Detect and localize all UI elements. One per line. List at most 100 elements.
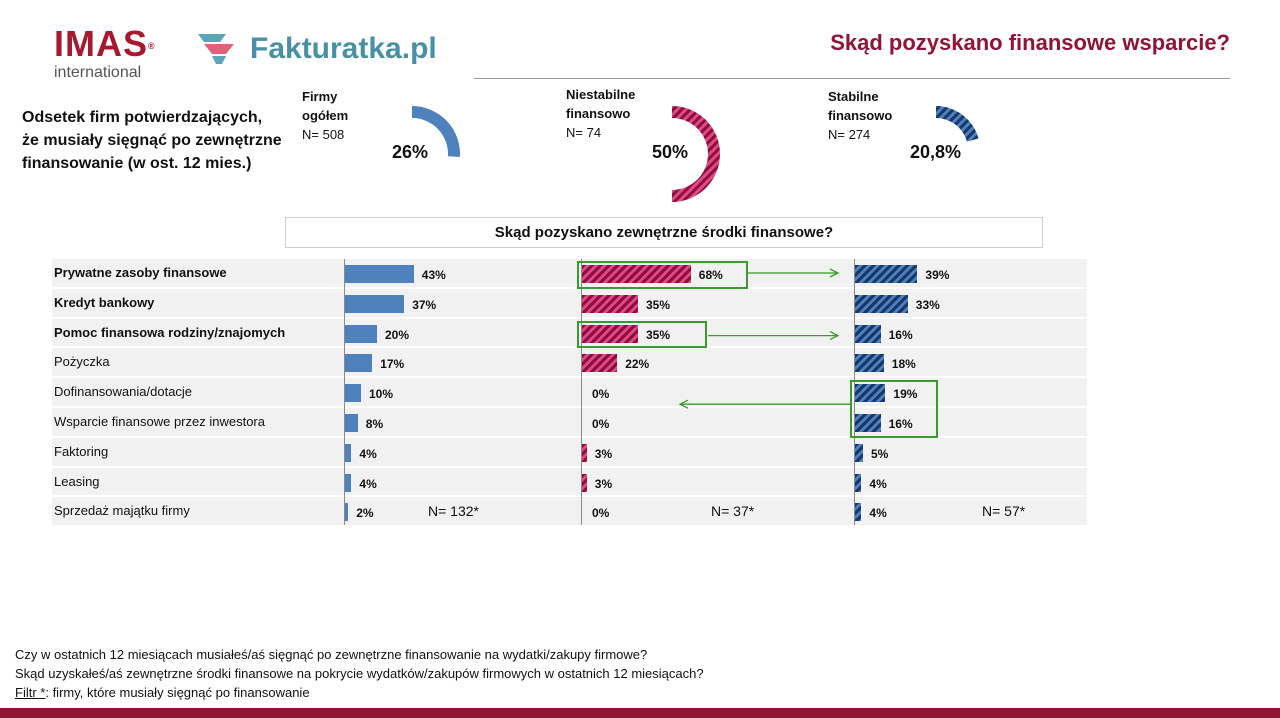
bar-value-label: 3% [594,476,613,491]
bar [345,414,358,432]
row-background [52,378,1087,406]
bar [855,503,862,522]
row-background [52,497,1087,526]
category-label: Leasing [54,473,100,489]
bar [855,294,908,313]
row-background [52,348,1087,377]
page-title: Skąd pozyskano finansowe wsparcie? [830,30,1230,55]
axis-line [581,259,582,526]
arrow [678,399,850,409]
intro-text: Odsetek firm potwierdzających, że musiał… [22,109,282,172]
bar-value-label: 35% [646,297,671,312]
category-label: Dofinansowania/dotacje [54,384,193,400]
donut-arcs [412,106,979,202]
row-background [52,467,1087,496]
bar [345,265,414,283]
bar-value-label: 2% [356,506,374,521]
bar-value-label: 0% [592,417,610,431]
bar-value-label: 43% [421,268,446,282]
bar [582,443,587,462]
bar [345,354,373,373]
bar [855,354,884,373]
group-pct-stable: 20,8% [910,142,962,162]
axis-line [854,259,855,526]
bar-value-label: 68% [698,268,723,282]
bar [345,324,377,343]
footer-question-1: Czy w ostatnich 12 miesiącach musiałeś/a… [15,647,648,662]
bar [582,265,691,283]
footer-filter: Filtr *: firmy, które musiały sięgnąć po… [15,685,310,700]
bar [582,354,618,373]
bar [345,503,349,522]
bar-value-label: 19% [893,387,918,402]
bar [855,324,881,343]
donut-arc-unstable [672,106,720,202]
sample-size-label: N= 132* [428,503,479,520]
bar-value-label: 16% [888,417,913,431]
highlight-box [577,320,707,349]
bar [855,414,881,432]
bar [345,384,361,403]
bar [582,473,587,492]
group-label-stable: Stabilne finansowo N= 274 [828,89,893,142]
bar-value-label: 17% [380,357,405,372]
donut-arc-total [412,106,460,158]
bar-value-label: 37% [412,297,437,312]
category-label: Faktoring [54,443,109,459]
bar-value-label: 4% [359,476,377,491]
bar [345,473,352,492]
bar [855,443,863,462]
imas-logo-subtitle: international [54,64,142,81]
row-background [52,318,1087,347]
row-background [52,437,1087,466]
bar-value-label: 22% [625,357,650,372]
bar-value-label: 35% [646,327,671,342]
category-label: Sprzedaż majątku firmy [54,503,190,519]
axis-line [344,259,345,526]
bar-value-label: 0% [592,387,610,402]
title-divider [474,78,1230,79]
bar-value-label: 20% [385,327,410,342]
category-label: Prywatne zasoby finansowe [54,265,227,280]
category-label: Kredyt bankowy [54,294,155,310]
bar-value-label: 39% [925,268,950,282]
footer-question-2: Skąd uzyskałeś/aś zewnętrzne środki fina… [15,666,704,681]
row-background [52,408,1087,436]
group-label-unstable: Niestabilne finansowo N= 74 [566,87,636,140]
donut-arc-stable [936,106,979,142]
bar [345,443,352,462]
bar-value-label: 4% [869,476,887,491]
category-label: Wsparcie finansowe przez inwestora [54,414,265,429]
bar-value-label: 3% [594,446,613,461]
group-pct-total: 26% [392,142,429,162]
bar-value-label: 8% [365,417,384,431]
sample-size-label: N= 57* [982,503,1026,520]
bar-value-label: 5% [871,446,889,461]
highlight-box [850,380,938,438]
group-pct-unstable: 50% [652,142,689,162]
imas-logo: IMAS® [54,23,156,64]
bar-value-label: 16% [888,327,913,342]
sample-size-label: N= 37* [711,503,755,520]
bar [582,324,638,343]
category-label: Pomoc finansowa rodziny/znajomych [54,324,286,340]
group-label-total: Firmy ogółem N= 508 [302,89,349,142]
bottom-band [0,708,1280,718]
fakturatka-logo: Fakturatka.pl [250,32,437,65]
category-label: Pożyczka [54,354,110,370]
arrow [708,331,840,341]
bar [855,473,862,492]
section-title: Skąd pozyskano zewnętrzne środki finanso… [285,217,1043,248]
bar-value-label: 18% [891,357,916,372]
arrow [748,268,840,278]
highlight-box [577,261,748,289]
bar-value-label: 0% [592,506,610,521]
bar-value-label: 4% [359,446,377,461]
bar-value-label: 4% [869,506,887,521]
fakturatka-logo-icon [196,30,244,71]
bar [582,294,638,313]
bar [855,265,918,283]
row-background [52,288,1087,317]
bar-value-label: 33% [915,297,940,312]
